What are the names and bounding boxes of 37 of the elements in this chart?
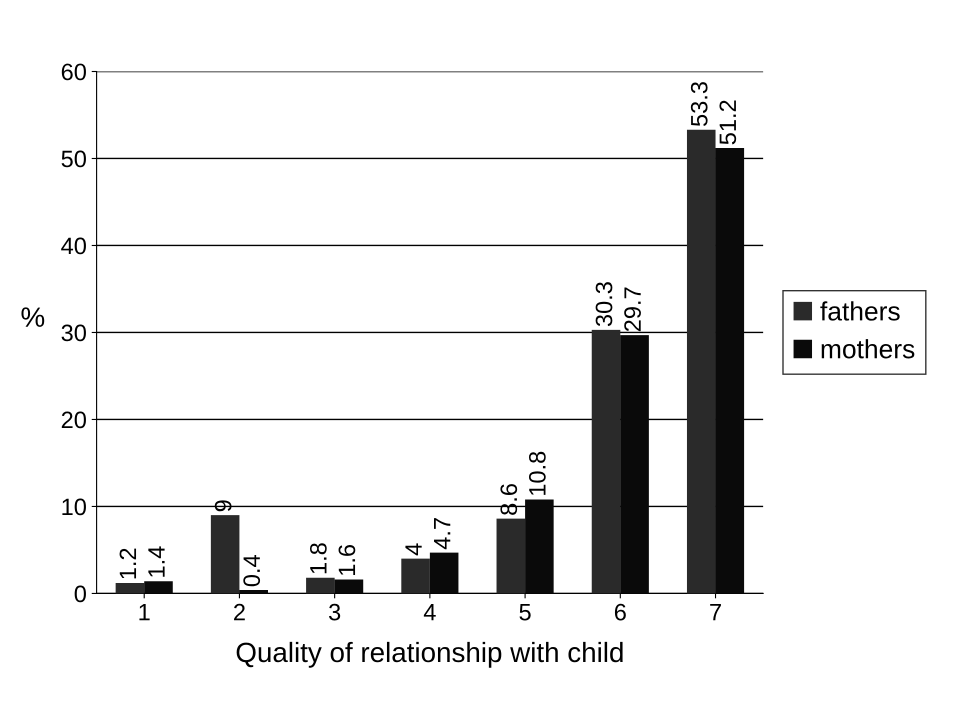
x-tick-label: 6 bbox=[614, 604, 626, 621]
y-tick-label: 20 bbox=[62, 412, 86, 428]
y-axis-title: % bbox=[21, 307, 44, 327]
data-label: 4.7 bbox=[434, 518, 450, 550]
data-label: 29.7 bbox=[624, 288, 641, 332]
x-tick-label: 5 bbox=[519, 604, 531, 621]
bar bbox=[592, 330, 620, 594]
x-tick-label: 1 bbox=[139, 604, 150, 620]
data-label: 4 bbox=[405, 543, 422, 556]
x-tick-label: 4 bbox=[424, 604, 436, 620]
bar bbox=[686, 130, 716, 594]
bar bbox=[116, 583, 144, 594]
y-tick-label: 30 bbox=[62, 324, 86, 342]
x-tick-label: 3 bbox=[328, 604, 340, 621]
y-tick-label: 0 bbox=[74, 586, 86, 602]
data-label: 0.4 bbox=[243, 555, 260, 586]
data-label: 10.8 bbox=[528, 452, 546, 495]
bar bbox=[401, 558, 430, 594]
data-label: 1.8 bbox=[310, 543, 327, 574]
data-label: 1.4 bbox=[148, 546, 165, 577]
x-axis-title: Quality of relationship with child bbox=[236, 642, 623, 668]
y-tick-label: 60 bbox=[62, 64, 86, 80]
y-tick-label: 10 bbox=[62, 498, 86, 516]
bar bbox=[306, 578, 335, 594]
bar bbox=[496, 518, 526, 594]
y-tick-label: 50 bbox=[62, 150, 86, 168]
data-label: 30.3 bbox=[596, 282, 612, 326]
x-tick-label: 2 bbox=[234, 604, 245, 620]
legend-label: mothers bbox=[822, 339, 914, 358]
legend-label: fathers bbox=[820, 301, 900, 321]
y-tick-label: 40 bbox=[61, 238, 86, 254]
bar bbox=[210, 515, 240, 594]
data-label: 1.6 bbox=[338, 544, 356, 575]
data-label: 1.2 bbox=[120, 548, 136, 578]
data-label: 51.2 bbox=[719, 100, 736, 144]
data-label: 53.3 bbox=[690, 82, 708, 126]
x-tick-label: 7 bbox=[710, 604, 721, 620]
